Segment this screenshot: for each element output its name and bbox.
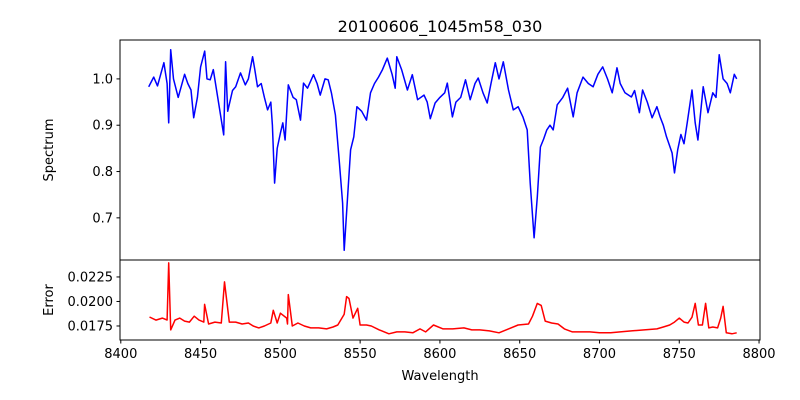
error-axes: 0.0175 0.0200 0.0225 8400 8450 8500 8550 8600 86… xyxy=(68,259,776,362)
x-tick-label: 8700 xyxy=(583,347,616,362)
x-tick-label: 8600 xyxy=(423,347,456,362)
x-tick-label: 8550 xyxy=(344,347,377,362)
x-tick-label: 8800 xyxy=(742,347,775,362)
axes-frame xyxy=(119,39,761,261)
y-tick-label: 0.0175 xyxy=(68,319,114,334)
x-tick-label: 8500 xyxy=(264,347,297,362)
y-tick-label: 0.0225 xyxy=(68,270,114,285)
y-tick-label: 0.8 xyxy=(92,165,113,180)
x-tick-label: 8750 xyxy=(663,347,696,362)
y-tick-label: 0.7 xyxy=(92,211,113,226)
error-ylabel: Error xyxy=(42,284,57,316)
spectrum-ylabel: Spectrum xyxy=(42,119,57,182)
x-tick-label: 8650 xyxy=(503,347,536,362)
chart-title: 20100606_1045m58_030 xyxy=(338,17,543,37)
series-line-spectrum xyxy=(148,48,738,252)
spectrum-axes: 0.7 0.8 0.9 1.0 xyxy=(92,39,761,261)
x-tick-label: 8450 xyxy=(184,347,217,362)
x-axis-label: Wavelength xyxy=(401,369,478,384)
x-tick-label: 8400 xyxy=(104,347,137,362)
series-line-error xyxy=(149,262,737,335)
y-tick-label: 0.0200 xyxy=(68,295,114,310)
y-tick-label: 0.9 xyxy=(92,119,113,134)
y-tick-label: 1.0 xyxy=(92,72,113,87)
